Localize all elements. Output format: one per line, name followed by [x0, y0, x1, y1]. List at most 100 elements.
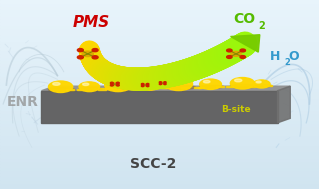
Bar	[0, 101, 319, 104]
Ellipse shape	[78, 56, 83, 59]
Ellipse shape	[48, 81, 73, 92]
Polygon shape	[41, 91, 278, 123]
Ellipse shape	[79, 82, 100, 92]
Bar	[0, 38, 319, 41]
Bar	[134, 88, 140, 89]
Bar	[0, 186, 319, 189]
Polygon shape	[278, 86, 290, 123]
Text: O: O	[289, 50, 299, 63]
Ellipse shape	[116, 84, 119, 86]
Ellipse shape	[146, 85, 149, 87]
Ellipse shape	[105, 79, 131, 92]
Bar	[99, 88, 106, 90]
Bar	[0, 66, 319, 69]
Ellipse shape	[164, 82, 166, 83]
Bar	[249, 86, 255, 87]
Ellipse shape	[231, 51, 241, 56]
Ellipse shape	[112, 83, 118, 85]
Ellipse shape	[240, 49, 246, 52]
Ellipse shape	[143, 84, 148, 86]
Bar	[194, 87, 201, 88]
Bar	[0, 145, 319, 148]
Bar	[226, 86, 233, 87]
Bar	[0, 161, 319, 164]
Ellipse shape	[230, 77, 255, 89]
Bar	[0, 154, 319, 157]
Bar	[0, 32, 319, 35]
Ellipse shape	[82, 51, 93, 57]
Ellipse shape	[144, 83, 150, 85]
Bar	[0, 69, 319, 72]
Bar	[0, 173, 319, 176]
Ellipse shape	[200, 85, 224, 88]
Bar	[105, 88, 112, 89]
Ellipse shape	[146, 83, 149, 85]
Ellipse shape	[234, 79, 242, 82]
Polygon shape	[41, 86, 290, 91]
Bar	[0, 53, 319, 57]
Ellipse shape	[53, 82, 60, 85]
Bar	[0, 41, 319, 44]
Ellipse shape	[240, 56, 246, 58]
Bar	[0, 117, 319, 120]
Bar	[0, 72, 319, 76]
Bar	[0, 22, 319, 25]
Ellipse shape	[79, 87, 102, 91]
Bar	[0, 28, 319, 32]
Ellipse shape	[78, 49, 83, 52]
Ellipse shape	[160, 82, 165, 84]
Ellipse shape	[253, 84, 272, 87]
Bar	[0, 167, 319, 170]
Text: PMS: PMS	[72, 15, 109, 30]
Text: 2: 2	[258, 22, 265, 31]
Bar	[0, 79, 319, 82]
Ellipse shape	[159, 82, 161, 83]
Ellipse shape	[253, 80, 270, 88]
Bar	[77, 89, 83, 90]
Bar	[0, 148, 319, 151]
Bar	[130, 88, 137, 89]
Ellipse shape	[204, 80, 210, 83]
Ellipse shape	[110, 84, 113, 86]
Bar	[0, 35, 319, 38]
Bar	[0, 180, 319, 183]
Ellipse shape	[141, 83, 144, 85]
Bar	[0, 88, 319, 91]
Bar	[0, 16, 319, 19]
Bar	[0, 107, 319, 110]
Bar	[0, 44, 319, 47]
Bar	[0, 47, 319, 50]
Bar	[0, 98, 319, 101]
Bar	[0, 176, 319, 180]
Ellipse shape	[230, 84, 257, 88]
Bar	[0, 3, 319, 6]
Bar	[198, 87, 204, 88]
Bar	[0, 164, 319, 167]
Ellipse shape	[200, 79, 221, 89]
Bar	[66, 89, 74, 90]
Bar	[158, 87, 167, 88]
Bar	[0, 142, 319, 145]
Bar	[0, 0, 319, 3]
Text: B-site: B-site	[221, 105, 251, 114]
Bar	[0, 123, 319, 126]
Text: CO: CO	[233, 12, 255, 26]
Bar	[0, 85, 319, 88]
Ellipse shape	[105, 86, 134, 91]
Ellipse shape	[92, 49, 98, 52]
Ellipse shape	[256, 81, 261, 83]
Bar	[0, 136, 319, 139]
Bar	[0, 151, 319, 154]
Bar	[0, 57, 319, 60]
Bar	[216, 86, 224, 87]
Bar	[0, 76, 319, 79]
Bar	[0, 110, 319, 113]
Ellipse shape	[141, 85, 144, 87]
Text: ENR: ENR	[6, 95, 38, 109]
Ellipse shape	[226, 49, 232, 52]
Ellipse shape	[48, 88, 75, 92]
Bar	[0, 126, 319, 129]
Bar	[0, 157, 319, 161]
Text: SCC-2: SCC-2	[130, 157, 176, 171]
Ellipse shape	[92, 56, 98, 59]
